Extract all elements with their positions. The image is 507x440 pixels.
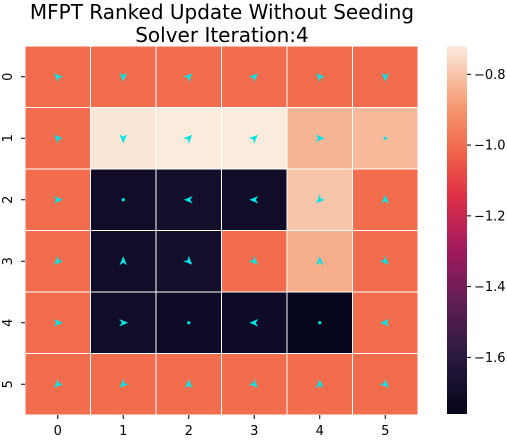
heatmap-arrows	[53, 72, 390, 389]
chart-title-line-2: Solver Iteration:4	[135, 23, 309, 47]
x-tick-label: 1	[119, 424, 127, 439]
colorbar	[447, 46, 467, 414]
arrow-up-icon	[315, 256, 324, 266]
arrow-up-icon	[184, 379, 193, 389]
arrow-down-right-icon	[183, 255, 193, 265]
y-axis: 0 1 2 3 4 5	[1, 73, 25, 388]
y-tick-label: 0	[1, 73, 16, 81]
arrow-down-icon	[119, 72, 128, 82]
arrow-down-left-icon	[54, 255, 64, 265]
arrow-up-left-icon	[54, 134, 64, 144]
arrow-right-icon	[315, 134, 325, 143]
arrow-left-icon	[249, 318, 259, 327]
arrow-left-icon	[380, 318, 390, 327]
arrow-dot	[318, 321, 322, 325]
arrow-left-icon	[183, 195, 193, 204]
arrow-dot	[121, 198, 125, 202]
x-tick-label: 0	[54, 424, 62, 439]
x-tick-label: 4	[316, 424, 324, 439]
x-tick-label: 2	[185, 424, 193, 439]
arrow-left-icon	[249, 195, 259, 204]
arrow-up-right-icon	[183, 73, 193, 83]
arrow-down-right-icon	[248, 255, 258, 265]
heatmap-cell	[90, 107, 157, 170]
arrow-down-right-icon	[379, 255, 389, 265]
y-tick-label: 4	[1, 319, 16, 327]
arrow-up-right-icon	[248, 73, 258, 83]
heatmap-cells	[24, 45, 419, 416]
arrow-right-icon	[53, 195, 63, 204]
arrow-up-left-icon	[54, 73, 64, 83]
colorbar-ticks: −0.8 −1.0 −1.2 −1.4 −1.6	[467, 68, 506, 366]
x-tick-label: 5	[381, 424, 389, 439]
arrow-down-icon	[119, 134, 128, 144]
arrow-dot	[187, 321, 191, 325]
arrow-up-right-icon	[248, 134, 258, 144]
y-tick-label: 3	[1, 257, 16, 265]
y-tick-label: 5	[1, 380, 16, 388]
arrow-down-left-icon	[54, 378, 64, 388]
arrow-up-icon	[119, 256, 128, 266]
colorbar-tick-label: −1.2	[474, 209, 506, 224]
y-tick-label: 1	[1, 134, 16, 142]
arrow-up-right-icon	[183, 134, 193, 144]
arrow-down-left-icon	[316, 194, 326, 204]
arrow-up-left-icon	[316, 73, 326, 83]
arrow-up-icon	[381, 194, 390, 204]
chart-title-line-1: MFPT Ranked Update Without Seeding	[30, 0, 414, 24]
arrow-down-right-icon	[379, 378, 389, 388]
arrow-right-icon	[119, 318, 129, 327]
colorbar-tick-label: −1.6	[474, 351, 506, 366]
colorbar-tick-label: −1.4	[474, 280, 506, 295]
colorbar-tick-label: −1.0	[474, 139, 506, 154]
heatmap-cell	[221, 230, 288, 293]
arrow-down-icon	[381, 72, 390, 82]
x-axis: 0 1 2 3 4 5	[54, 415, 389, 439]
arrow-up-icon	[315, 379, 324, 389]
y-tick-label: 2	[1, 196, 16, 204]
colorbar-tick-label: −0.8	[474, 68, 506, 83]
heatmap-cell	[90, 168, 157, 231]
arrow-dot	[383, 136, 387, 140]
arrow-down-right-icon	[248, 378, 258, 388]
x-tick-label: 3	[250, 424, 258, 439]
arrow-right-icon	[53, 318, 63, 327]
arrow-down-left-icon	[119, 378, 129, 388]
